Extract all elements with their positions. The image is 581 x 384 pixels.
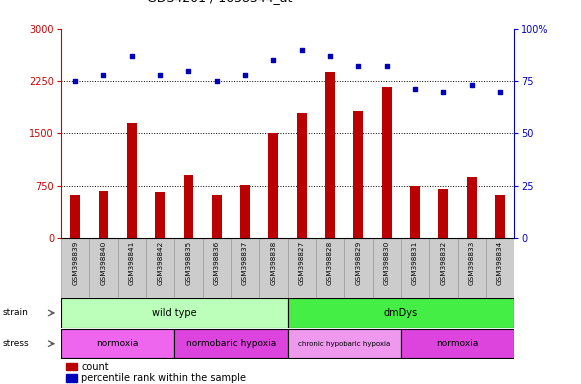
Text: GSM398832: GSM398832 bbox=[440, 240, 446, 285]
Bar bbox=[89, 238, 118, 298]
Text: normoxia: normoxia bbox=[436, 339, 479, 348]
Text: chronic hypobaric hypoxia: chronic hypobaric hypoxia bbox=[298, 341, 390, 347]
Bar bbox=[486, 238, 514, 298]
Bar bbox=[288, 329, 401, 358]
Bar bbox=[401, 238, 429, 298]
Bar bbox=[353, 111, 363, 238]
Text: normobaric hypoxia: normobaric hypoxia bbox=[186, 339, 276, 348]
Text: dmDys: dmDys bbox=[384, 308, 418, 318]
Bar bbox=[117, 238, 146, 298]
Bar bbox=[382, 88, 392, 238]
Text: GSM398831: GSM398831 bbox=[412, 240, 418, 285]
Text: GSM398842: GSM398842 bbox=[157, 240, 163, 285]
Bar bbox=[345, 238, 372, 298]
Point bbox=[382, 63, 392, 70]
Text: normoxia: normoxia bbox=[96, 339, 139, 348]
Point bbox=[212, 78, 221, 84]
Bar bbox=[66, 374, 77, 382]
Bar bbox=[99, 190, 109, 238]
Text: GSM398836: GSM398836 bbox=[214, 240, 220, 285]
Bar bbox=[61, 238, 89, 298]
Bar bbox=[259, 238, 288, 298]
Text: GSM398841: GSM398841 bbox=[129, 240, 135, 285]
Bar bbox=[467, 177, 476, 238]
Bar bbox=[184, 175, 193, 238]
Point bbox=[99, 72, 108, 78]
Bar bbox=[212, 195, 222, 238]
Text: GSM398833: GSM398833 bbox=[469, 240, 475, 285]
Text: GSM398827: GSM398827 bbox=[299, 240, 305, 285]
Text: wild type: wild type bbox=[152, 308, 196, 318]
Text: GSM398835: GSM398835 bbox=[185, 240, 192, 285]
Bar bbox=[61, 329, 174, 358]
Bar bbox=[439, 189, 449, 238]
Bar bbox=[297, 113, 307, 238]
Point bbox=[354, 63, 363, 70]
Point bbox=[410, 86, 419, 93]
Bar bbox=[372, 238, 401, 298]
Bar bbox=[268, 133, 278, 238]
Text: GSM398839: GSM398839 bbox=[72, 240, 78, 285]
Bar bbox=[288, 298, 514, 328]
Point bbox=[184, 68, 193, 74]
Text: GSM398829: GSM398829 bbox=[356, 240, 361, 285]
Point bbox=[156, 72, 165, 78]
Point bbox=[496, 88, 505, 94]
Bar bbox=[146, 238, 174, 298]
Bar bbox=[174, 238, 203, 298]
Text: GSM398837: GSM398837 bbox=[242, 240, 248, 285]
Point bbox=[70, 78, 80, 84]
Text: GSM398828: GSM398828 bbox=[327, 240, 333, 285]
Bar bbox=[127, 123, 137, 238]
Point bbox=[127, 53, 137, 59]
Point bbox=[241, 72, 250, 78]
Text: count: count bbox=[81, 361, 109, 372]
Text: GSM398830: GSM398830 bbox=[383, 240, 390, 285]
Bar bbox=[495, 195, 505, 238]
Bar bbox=[61, 298, 288, 328]
Bar bbox=[458, 238, 486, 298]
Bar bbox=[401, 329, 514, 358]
Point bbox=[269, 57, 278, 63]
Bar bbox=[429, 238, 458, 298]
Bar bbox=[231, 238, 259, 298]
Bar bbox=[155, 192, 165, 238]
Text: GDS4201 / 1638344_at: GDS4201 / 1638344_at bbox=[147, 0, 292, 4]
Text: GSM398834: GSM398834 bbox=[497, 240, 503, 285]
Point bbox=[297, 46, 306, 53]
Bar bbox=[66, 363, 77, 370]
Bar bbox=[174, 329, 288, 358]
Bar bbox=[325, 72, 335, 238]
Point bbox=[325, 53, 335, 59]
Point bbox=[467, 82, 476, 88]
Bar bbox=[410, 186, 420, 238]
Text: strain: strain bbox=[3, 308, 29, 318]
Text: percentile rank within the sample: percentile rank within the sample bbox=[81, 373, 246, 383]
Text: GSM398840: GSM398840 bbox=[101, 240, 106, 285]
Point bbox=[439, 88, 448, 94]
Bar bbox=[203, 238, 231, 298]
Text: GSM398838: GSM398838 bbox=[270, 240, 277, 285]
Bar bbox=[316, 238, 345, 298]
Text: stress: stress bbox=[3, 339, 30, 348]
Bar bbox=[70, 195, 80, 238]
Bar bbox=[240, 185, 250, 238]
Bar bbox=[288, 238, 316, 298]
